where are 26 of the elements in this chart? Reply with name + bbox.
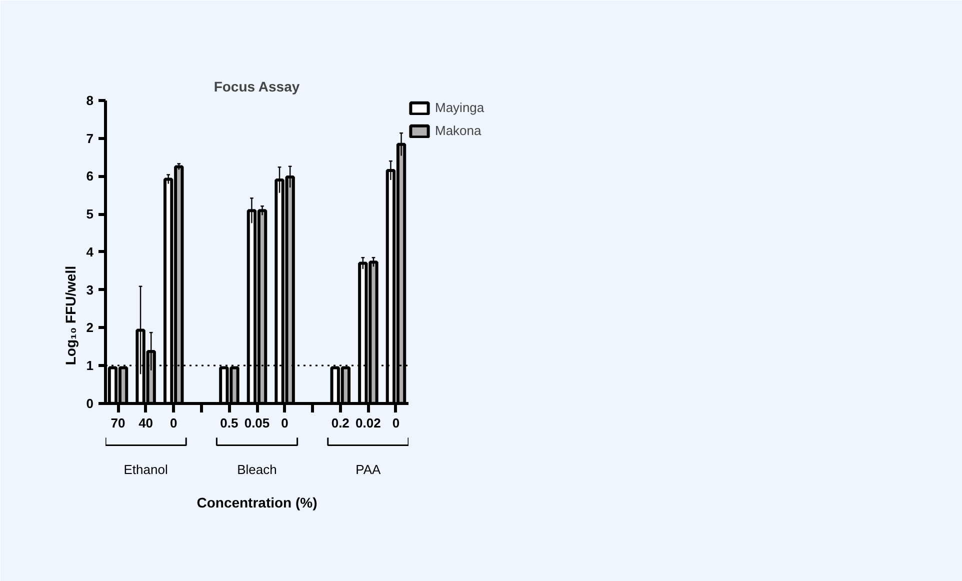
x-tick-label: 0 bbox=[170, 415, 178, 430]
x-tick-label: 0 bbox=[392, 415, 400, 430]
x-tick-label: 0 bbox=[281, 415, 288, 430]
text: Bleach bbox=[237, 462, 277, 477]
text: PAA bbox=[356, 462, 382, 477]
y-tick-label: 8 bbox=[86, 93, 94, 108]
y-tick-label: 0 bbox=[86, 396, 94, 411]
x-tick-label: 70 bbox=[110, 415, 126, 430]
x-tick-label: 40 bbox=[138, 415, 154, 430]
legend-label: Makona bbox=[435, 123, 482, 138]
text: Ethanol bbox=[124, 462, 168, 477]
y-axis-title: Log₁₀ FFU/well bbox=[62, 266, 78, 366]
y-tick-label: 5 bbox=[86, 206, 94, 222]
chart-title: Focus Assay bbox=[214, 78, 300, 94]
x-axis-title: Concentration (%) bbox=[196, 494, 318, 511]
y-tick-label: 3 bbox=[86, 282, 94, 298]
x-tick-label: 0.2 bbox=[331, 415, 350, 430]
y-tick-label: 1 bbox=[86, 358, 94, 373]
y-tick-label: 2 bbox=[86, 320, 94, 336]
x-tick-label: 0.05 bbox=[244, 415, 270, 430]
y-tick-label: 4 bbox=[86, 244, 94, 260]
x-tick-label: 0.5 bbox=[220, 415, 238, 430]
y-tick-label: 7 bbox=[86, 130, 94, 146]
y-tick-label: 6 bbox=[86, 168, 94, 184]
legend-label: Mayinga bbox=[435, 100, 484, 115]
x-tick-label: 0.02 bbox=[356, 415, 381, 430]
